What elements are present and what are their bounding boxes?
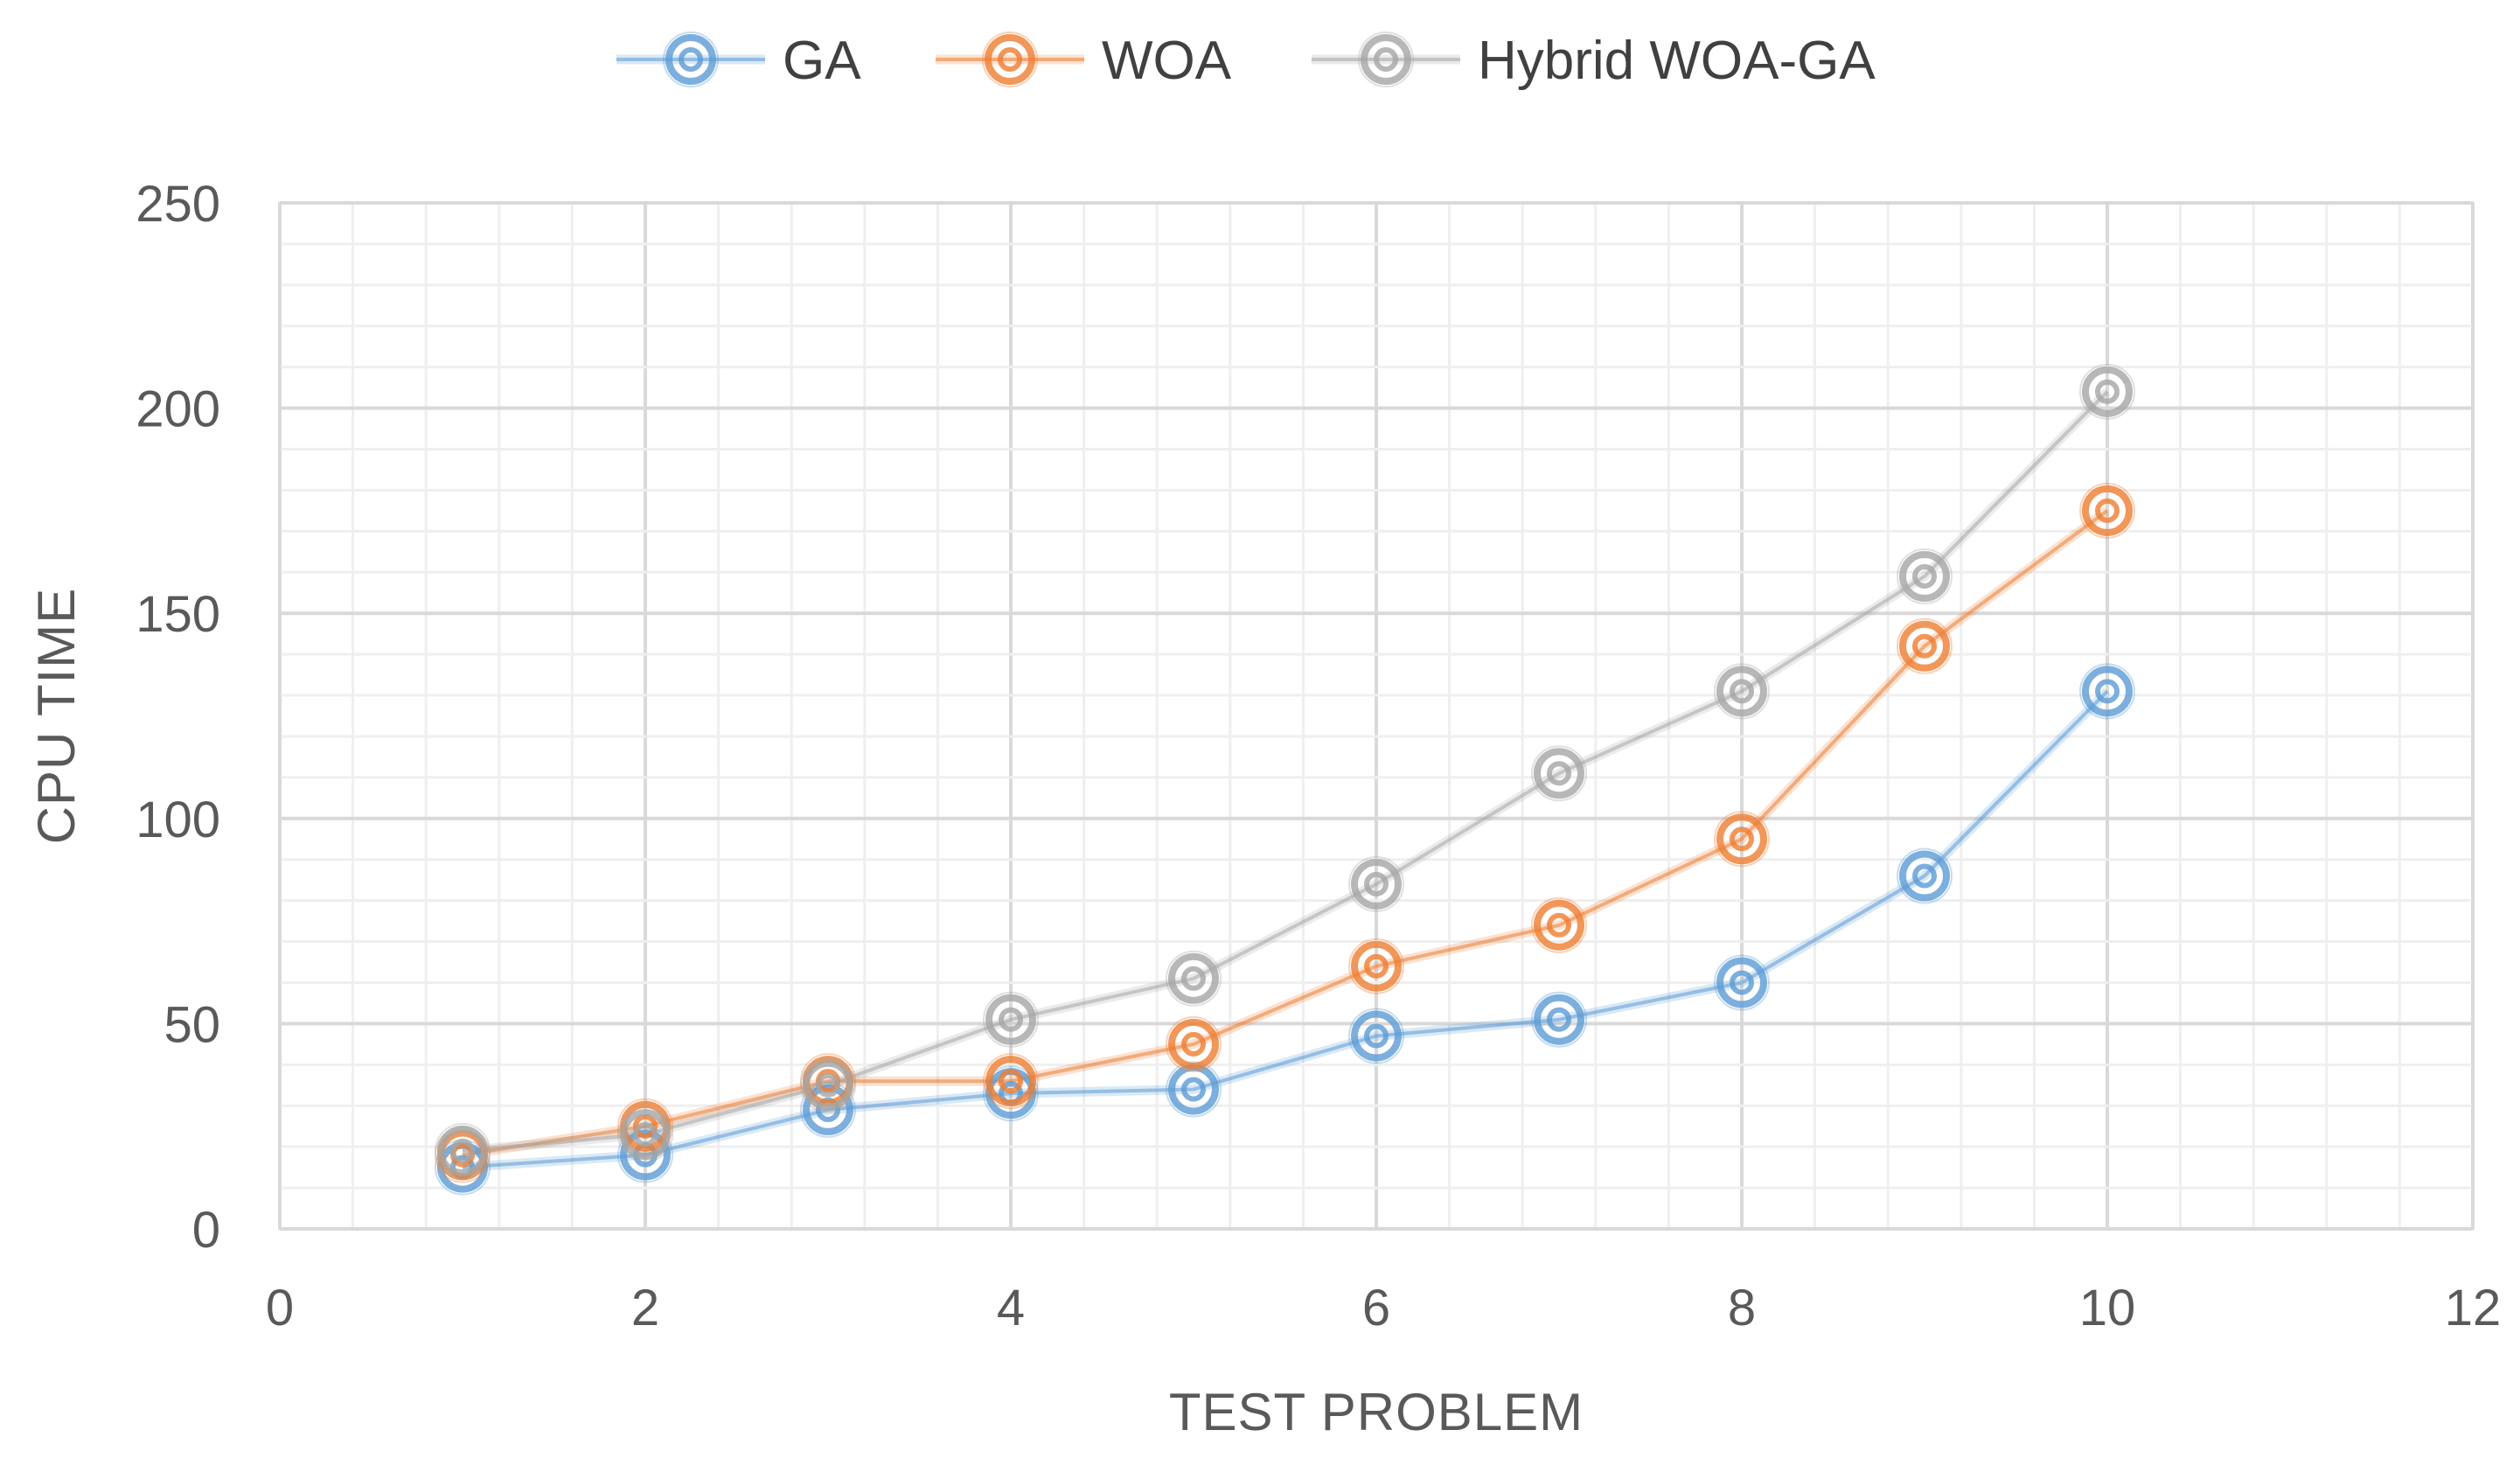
data-point-woa [2079, 482, 2135, 539]
legend-item-ga: GA [616, 31, 861, 91]
plot-area-border [278, 201, 2475, 1231]
x-tick-label: 0 [266, 1280, 294, 1336]
data-point-hybrid-woa-ga [1897, 548, 1953, 604]
data-point-hybrid-woa-ga [1531, 745, 1587, 802]
data-point-hybrid-woa-ga [1348, 855, 1404, 912]
series-line-ga [462, 687, 2111, 1173]
data-point-hybrid-woa-ga [1166, 950, 1222, 1007]
data-point-ga [1714, 954, 1770, 1011]
y-tick-label: 0 [192, 1202, 220, 1259]
y-axis-ticks: 0 50 100 150 200 250 [136, 176, 220, 1259]
legend-symbol-hybrid-woa-ga [1312, 31, 1460, 87]
legend-marker-woa [982, 31, 1038, 87]
legend-label-ga: GA [783, 31, 861, 91]
data-point-woa [983, 1053, 1039, 1110]
legend-symbol-woa [936, 31, 1084, 87]
data-point-woa [1348, 938, 1404, 994]
y-tick-label: 150 [136, 586, 220, 643]
data-point-woa [1166, 1015, 1222, 1072]
x-tick-label: 12 [2445, 1280, 2502, 1336]
legend-marker-ga [663, 31, 719, 87]
data-point-ga [2079, 663, 2135, 720]
x-tick-label: 8 [1728, 1280, 1756, 1336]
x-axis-title: TEST PROBLEM [1169, 1383, 1584, 1441]
data-point-ga [1348, 1008, 1404, 1064]
data-point-hybrid-woa-ga [617, 1106, 673, 1163]
legend-symbol-ga [616, 31, 765, 87]
data-point-hybrid-woa-ga [983, 991, 1039, 1048]
data-point-hybrid-woa-ga [800, 1057, 856, 1113]
y-tick-label: 200 [136, 381, 220, 438]
data-point-ga [1531, 991, 1587, 1048]
y-tick-label: 250 [136, 176, 220, 233]
y-tick-label: 50 [164, 996, 220, 1053]
legend-item-hybrid-woa-ga: Hybrid WOA-GA [1312, 31, 1876, 91]
data-point-woa [1897, 617, 1953, 674]
data-point-woa [1714, 811, 1770, 868]
y-axis-title: CPU TIME [27, 588, 86, 845]
x-tick-label: 4 [997, 1280, 1025, 1336]
y-tick-label: 100 [136, 792, 220, 848]
x-tick-label: 6 [1362, 1280, 1390, 1336]
x-tick-label: 10 [2079, 1280, 2136, 1336]
series-markers [435, 363, 2135, 1196]
data-point-hybrid-woa-ga [1714, 663, 1770, 720]
series-line-hybrid-woa-ga [462, 387, 2111, 1156]
series-line-woa [462, 506, 2111, 1160]
x-tick-label: 2 [631, 1280, 659, 1336]
series-lines [462, 387, 2111, 1173]
data-point-woa [1531, 896, 1587, 953]
grid [278, 201, 2475, 1231]
data-point-hybrid-woa-ga [435, 1122, 491, 1179]
legend-marker-hybrid-woa-ga [1358, 31, 1414, 87]
legend-label-hybrid-woa-ga: Hybrid WOA-GA [1478, 31, 1876, 91]
legend-label-woa: WOA [1102, 31, 1232, 91]
data-point-hybrid-woa-ga [2079, 363, 2135, 420]
data-point-ga [1897, 848, 1953, 904]
legend: GA WOA Hybrid WOA-GA [616, 31, 1876, 91]
x-axis-ticks: 0 2 4 6 8 10 12 [266, 1280, 2501, 1336]
legend-item-woa: WOA [936, 31, 1232, 91]
